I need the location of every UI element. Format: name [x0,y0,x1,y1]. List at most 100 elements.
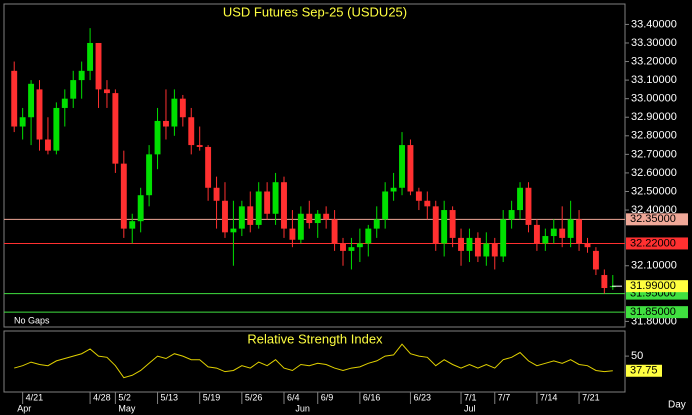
candle-body [53,107,60,151]
candle-body [348,247,355,251]
candle-body [576,219,583,244]
candle-body [340,243,346,251]
x-tick-label: 5/19 [203,392,221,402]
candle-body [163,120,169,127]
x-tick-label: 6/4 [287,392,300,402]
y-tick-label: 33.10000 [631,74,677,86]
candle-body [238,206,245,229]
candle-body [120,163,127,229]
candle-body [424,200,431,207]
y-tick-label: 32.60000 [631,167,677,179]
candle-body [474,237,481,257]
level-box [626,237,688,250]
level-label: 32.22000 [630,237,676,249]
candle-body [196,145,203,147]
y-tick-label: 33.20000 [631,55,677,67]
y-tick-label: 31.80000 [631,315,677,327]
candle-body [171,98,178,127]
candle-body [323,213,330,220]
candle-body [272,182,279,214]
x-tick-label: 4/28 [93,392,111,402]
candle-body [559,228,566,238]
candle-body [112,93,119,164]
candle-body [390,187,397,192]
candle-body [129,221,136,229]
last-box [626,364,662,377]
candle-body [415,191,422,201]
x-tick-label: 7/14 [540,392,558,402]
level-box [626,306,688,319]
y-tick-label: 33.30000 [631,37,677,49]
x-tick-label: 7/7 [498,392,511,402]
candle-body [188,117,195,146]
candle-body [449,210,456,238]
x-tick-label: 5/13 [161,392,179,402]
candle-body [500,219,507,257]
rsi-panel [3,330,626,393]
candle-body [592,250,599,270]
candle-body [230,228,237,233]
y-tick-label: 32.50000 [631,185,677,197]
candle-body [314,213,321,224]
candle-body [78,70,85,81]
candle-body [483,243,490,257]
candle-body [517,187,523,211]
candle-body [44,139,51,151]
candle-body [584,243,591,248]
last-box [626,280,688,293]
last-label: 37.75 [630,365,658,377]
x-tick-label: 5/26 [245,392,263,402]
y-tick-label: 50 [631,350,643,362]
candle-body [525,187,532,225]
candle-body [407,145,414,192]
candle-body [104,89,110,94]
level-label: 31.85000 [630,306,676,318]
candle-body [247,206,254,225]
month-label: Apr [17,403,31,413]
candle-body [533,224,540,244]
candle-body [458,237,464,251]
y-tick-label: 32.80000 [631,130,677,142]
month-label: Jun [295,403,310,413]
candle-body [601,275,608,289]
rsi-line [14,343,613,379]
candle-body [306,213,313,224]
candle-body [508,210,515,220]
candle-body [567,219,574,238]
price-panel [3,3,626,328]
candle-body [441,210,448,244]
x-tick-label: 5/2 [118,392,131,402]
candle-body [550,228,557,237]
candle-body [432,206,439,244]
level-label: 32.35000 [630,213,676,225]
candle-body [70,80,77,99]
x-tick-label: 7/21 [582,392,600,402]
candle-body [281,182,287,229]
x-tick-label: 6/9 [321,392,334,402]
x-tick-label: 7/1 [464,392,477,402]
candle-body [399,145,405,188]
month-label: May [118,403,136,413]
y-tick-label: 32.70000 [631,148,677,160]
candle-body [297,213,304,240]
y-tick-label: 32.90000 [631,111,677,123]
candle-body [466,237,473,251]
candle-body [146,154,153,196]
month-label: Jul [464,403,476,413]
candle-body [213,187,220,201]
candle-body [222,200,228,233]
y-tick-label: 32.40000 [631,204,677,216]
x-tick-label: 6/23 [413,392,431,402]
rsi-title: Relative Strength Index [247,331,383,346]
candle-body [179,98,186,118]
candle-body [373,219,380,229]
candle-body [61,98,68,108]
candle-body [28,83,35,118]
last-label: 31.99000 [630,280,676,292]
candle-body [264,191,271,214]
y-tick-label: 32.10000 [631,260,677,272]
candle-body [289,228,296,240]
candle-body [19,117,26,127]
